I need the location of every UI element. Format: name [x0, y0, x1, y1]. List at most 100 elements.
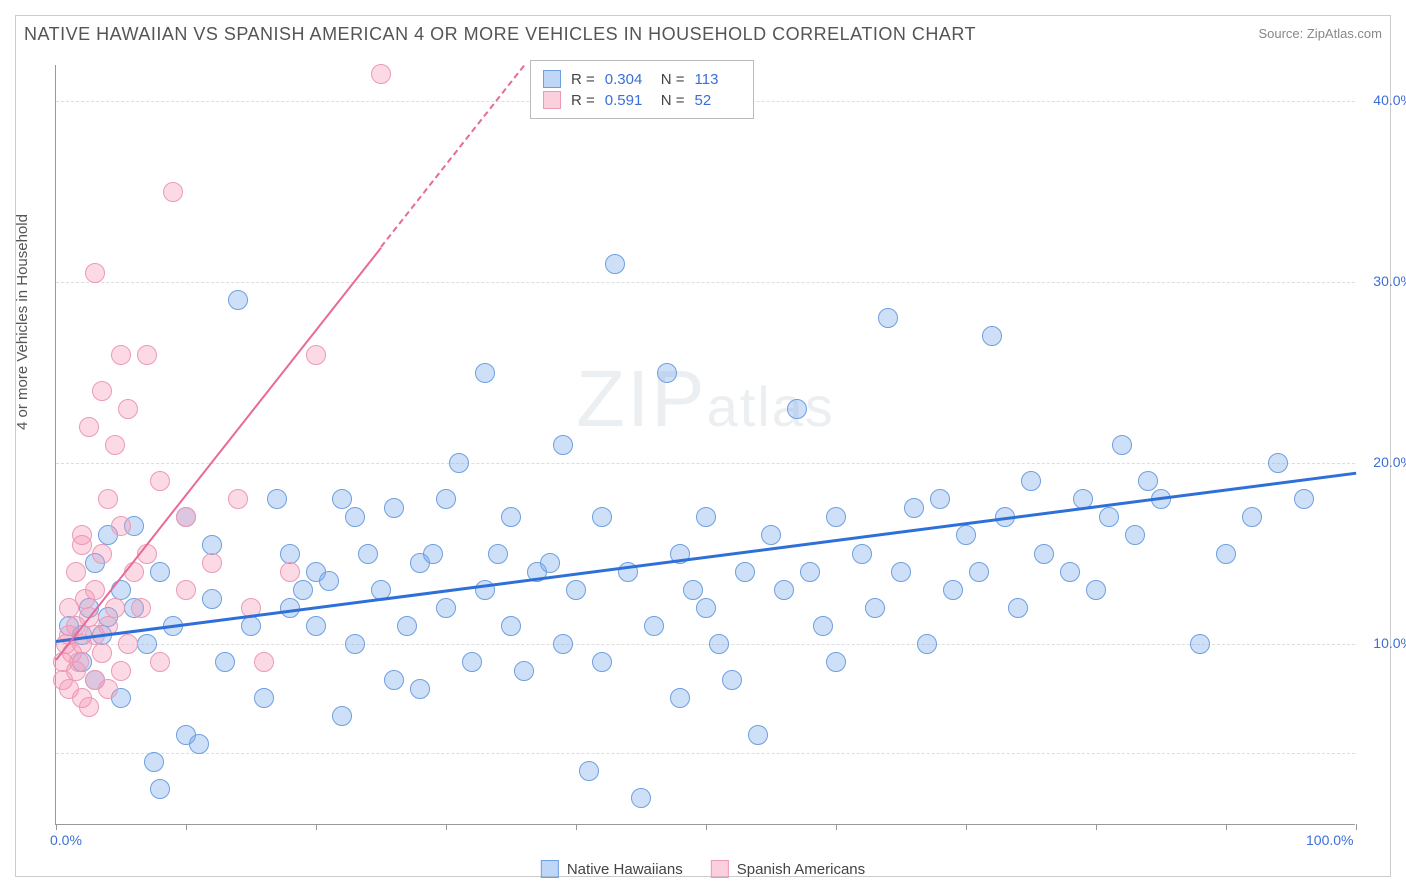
data-point — [514, 661, 534, 681]
x-tick-mark — [56, 824, 57, 830]
data-point — [111, 345, 131, 365]
data-point — [1034, 544, 1054, 564]
data-point — [69, 652, 89, 672]
data-point — [813, 616, 833, 636]
data-point — [436, 598, 456, 618]
n-value: 52 — [695, 92, 741, 109]
source-prefix: Source: — [1258, 26, 1306, 41]
data-point — [761, 525, 781, 545]
x-tick-label: 0.0% — [50, 832, 82, 848]
y-tick-label: 30.0% — [1359, 273, 1406, 289]
data-point — [592, 652, 612, 672]
legend-label: Spanish Americans — [737, 861, 865, 878]
data-point — [501, 616, 521, 636]
data-point — [280, 544, 300, 564]
data-point — [105, 598, 125, 618]
x-tick-mark — [446, 824, 447, 830]
data-point — [631, 788, 651, 808]
data-point — [202, 589, 222, 609]
data-point — [306, 616, 326, 636]
legend-swatch — [711, 860, 729, 878]
data-point — [371, 64, 391, 84]
data-point — [332, 489, 352, 509]
data-point — [92, 381, 112, 401]
data-point — [904, 498, 924, 518]
data-point — [144, 752, 164, 772]
data-point — [592, 507, 612, 527]
data-point — [852, 544, 872, 564]
x-tick-mark — [576, 824, 577, 830]
data-point — [98, 489, 118, 509]
x-tick-mark — [186, 824, 187, 830]
data-point — [92, 544, 112, 564]
x-tick-mark — [1226, 824, 1227, 830]
series-swatch — [543, 91, 561, 109]
y-tick-label: 40.0% — [1359, 92, 1406, 108]
data-point — [696, 507, 716, 527]
data-point — [118, 399, 138, 419]
data-point — [436, 489, 456, 509]
n-label: N = — [661, 92, 685, 109]
data-point — [358, 544, 378, 564]
data-point — [566, 580, 586, 600]
data-point — [683, 580, 703, 600]
data-point — [111, 516, 131, 536]
data-point — [579, 761, 599, 781]
correlation-stats-box: R =0.304N =113R =0.591N =52 — [530, 60, 754, 119]
data-point — [293, 580, 313, 600]
data-point — [1268, 453, 1288, 473]
y-tick-label: 20.0% — [1359, 454, 1406, 470]
data-point — [397, 616, 417, 636]
data-point — [254, 652, 274, 672]
data-point — [345, 634, 365, 654]
data-point — [982, 326, 1002, 346]
data-point — [462, 652, 482, 672]
legend-label: Native Hawaiians — [567, 861, 683, 878]
data-point — [111, 661, 131, 681]
data-point — [345, 507, 365, 527]
legend: Native Hawaiians Spanish Americans — [541, 860, 865, 878]
data-point — [150, 471, 170, 491]
gridline-horizontal — [56, 753, 1355, 754]
data-point — [150, 562, 170, 582]
data-point — [163, 182, 183, 202]
data-point — [319, 571, 339, 591]
data-point — [254, 688, 274, 708]
gridline-horizontal — [56, 282, 1355, 283]
gridline-horizontal — [56, 463, 1355, 464]
data-point — [202, 553, 222, 573]
data-point — [670, 688, 690, 708]
data-point — [1190, 634, 1210, 654]
data-point — [267, 489, 287, 509]
data-point — [124, 562, 144, 582]
data-point — [1125, 525, 1145, 545]
data-point — [605, 254, 625, 274]
data-point — [85, 580, 105, 600]
data-point — [826, 652, 846, 672]
x-tick-mark — [316, 824, 317, 830]
data-point — [241, 616, 261, 636]
data-point — [1008, 598, 1028, 618]
x-tick-mark — [1356, 824, 1357, 830]
data-point — [1294, 489, 1314, 509]
data-point — [501, 507, 521, 527]
data-point — [228, 290, 248, 310]
data-point — [332, 706, 352, 726]
data-point — [189, 734, 209, 754]
x-tick-mark — [1096, 824, 1097, 830]
data-point — [826, 507, 846, 527]
data-point — [709, 634, 729, 654]
n-value: 113 — [695, 71, 741, 88]
data-point — [865, 598, 885, 618]
data-point — [202, 535, 222, 555]
data-point — [644, 616, 664, 636]
data-point — [150, 652, 170, 672]
data-point — [66, 562, 86, 582]
data-point — [384, 498, 404, 518]
source-name: ZipAtlas.com — [1307, 26, 1382, 41]
data-point — [488, 544, 508, 564]
x-tick-mark — [966, 824, 967, 830]
data-point — [1242, 507, 1262, 527]
data-point — [105, 435, 125, 455]
data-point — [449, 453, 469, 473]
